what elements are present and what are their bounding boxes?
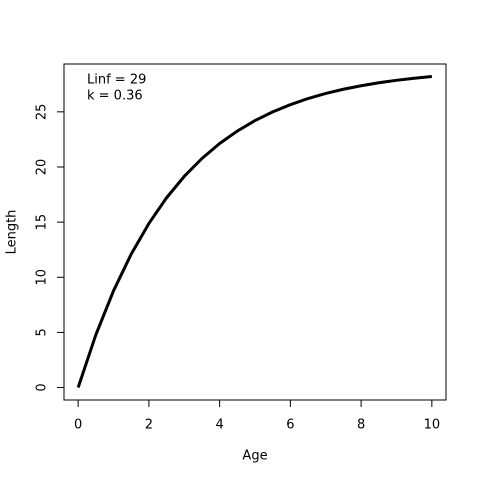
x-tick-label: 6 bbox=[286, 418, 294, 433]
x-axis-label: Age bbox=[242, 449, 267, 464]
x-tick-label: 2 bbox=[145, 418, 153, 433]
x-tick-label: 0 bbox=[74, 418, 82, 433]
y-tick-label: 20 bbox=[35, 159, 50, 176]
y-tick-label: 0 bbox=[35, 383, 50, 391]
plot-frame bbox=[63, 63, 447, 401]
y-tick-label: 25 bbox=[35, 104, 50, 121]
annotation: k = 0.36 bbox=[87, 89, 143, 104]
y-axis-label: Length bbox=[5, 210, 20, 255]
y-tick-label: 10 bbox=[35, 269, 50, 286]
annotation: Linf = 29 bbox=[87, 73, 146, 88]
y-tick-label: 15 bbox=[35, 214, 50, 231]
growth-curve bbox=[76, 74, 433, 389]
x-tick-label: 8 bbox=[357, 418, 365, 433]
y-tick-label: 5 bbox=[35, 328, 50, 336]
x-tick-label: 4 bbox=[215, 418, 223, 433]
x-tick-label: 10 bbox=[424, 418, 441, 433]
